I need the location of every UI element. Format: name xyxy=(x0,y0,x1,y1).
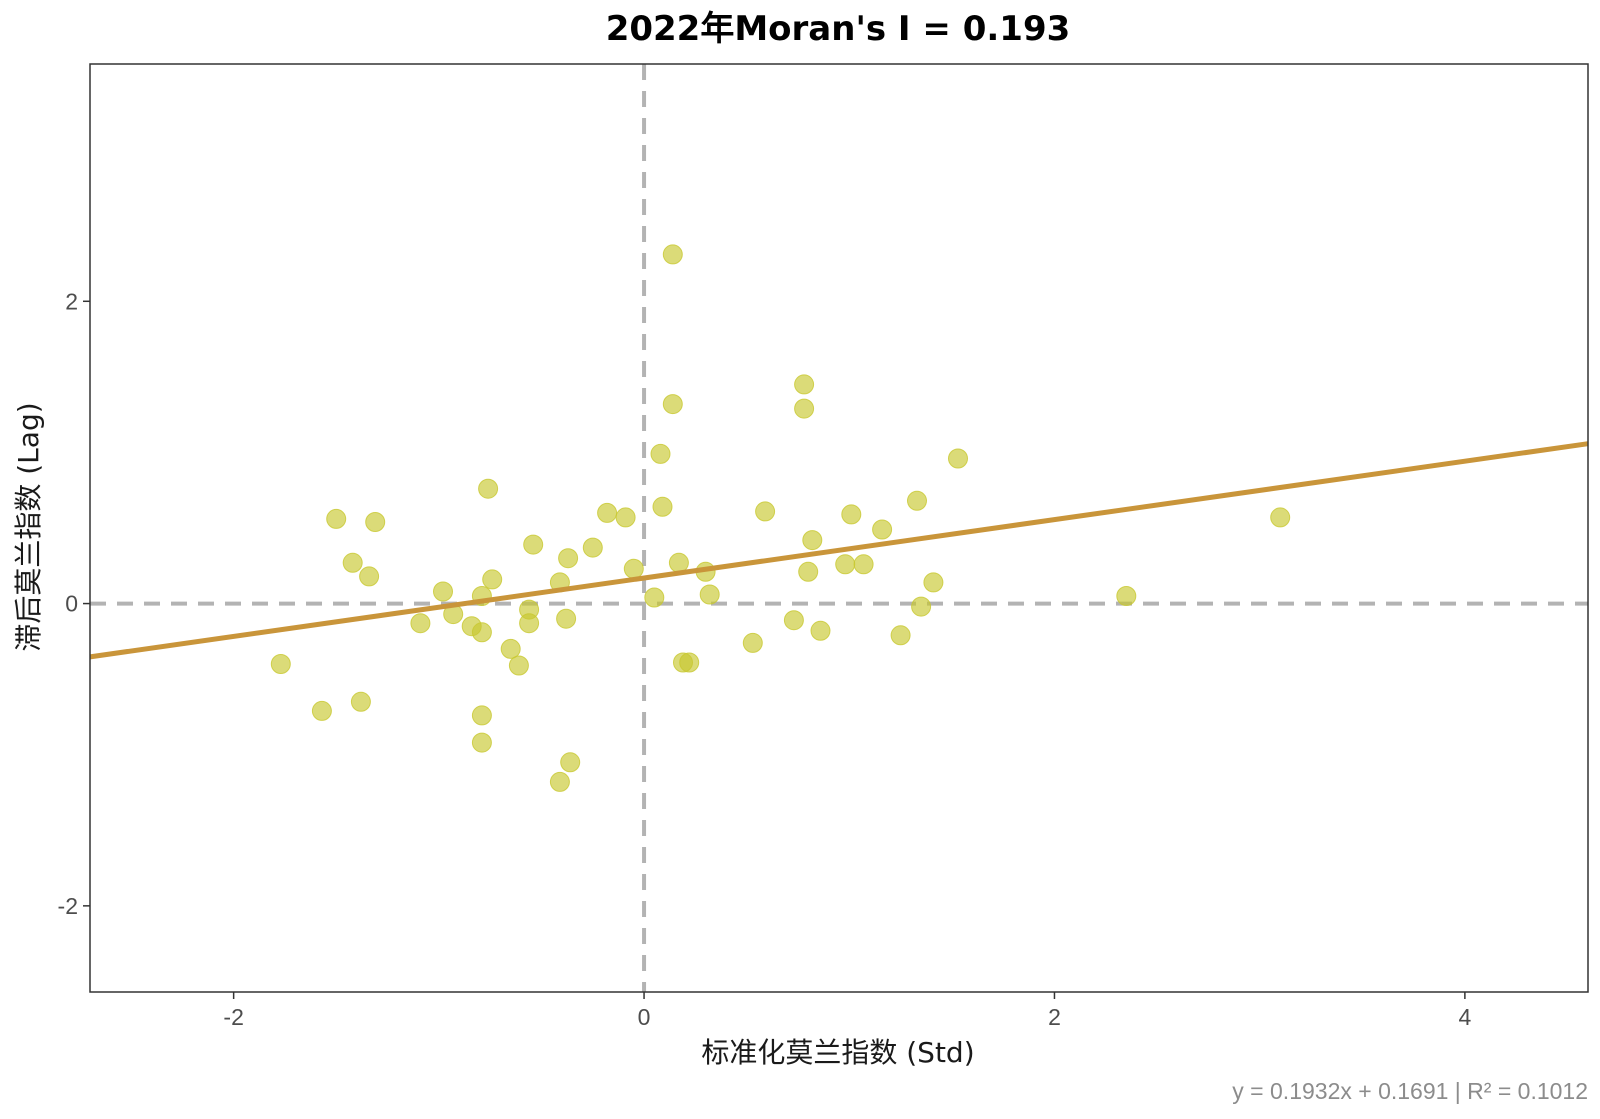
data-point xyxy=(359,566,380,587)
data-point xyxy=(644,587,665,608)
x-axis-title: 标准化莫兰指数 (Std) xyxy=(701,1036,974,1069)
plot-area xyxy=(89,63,1589,993)
y-axis-title: 滞后莫兰指数 (Lag) xyxy=(12,402,45,651)
data-point xyxy=(662,244,683,265)
data-point xyxy=(948,448,968,469)
data-point xyxy=(650,443,671,464)
data-point xyxy=(923,572,944,593)
data-point xyxy=(907,490,927,511)
data-point xyxy=(471,705,492,726)
data-point xyxy=(342,552,363,573)
data-point xyxy=(810,620,831,641)
data-point xyxy=(582,537,603,558)
data-point xyxy=(872,519,893,540)
data-point xyxy=(549,771,570,792)
regression-line xyxy=(89,441,1589,660)
data-point xyxy=(471,732,492,753)
points-layer xyxy=(270,244,1291,792)
x-axis: -2 0 2 4 xyxy=(223,992,1471,1030)
data-point xyxy=(802,530,823,551)
x-tick-label: 4 xyxy=(1458,1004,1471,1030)
data-point xyxy=(508,655,529,676)
data-point xyxy=(519,613,540,634)
data-point xyxy=(326,508,347,529)
regression-layer xyxy=(89,441,1589,660)
data-point xyxy=(679,652,700,673)
data-point xyxy=(471,622,492,643)
data-point xyxy=(311,700,332,721)
plot-frame xyxy=(89,63,1589,993)
data-point xyxy=(560,752,581,773)
data-point xyxy=(410,613,431,634)
data-point xyxy=(1270,507,1291,528)
y-axis: -2 0 2 xyxy=(58,288,90,919)
reference-lines xyxy=(90,64,1588,992)
y-tick-label: -2 xyxy=(58,893,78,919)
data-point xyxy=(890,625,911,646)
y-tick-label: 2 xyxy=(65,288,78,314)
x-tick-label: 2 xyxy=(1048,1004,1061,1030)
x-tick-label: 0 xyxy=(638,1004,651,1030)
data-point xyxy=(556,608,577,629)
data-point xyxy=(798,561,819,582)
y-tick-label: 0 xyxy=(65,591,78,617)
data-point xyxy=(794,398,815,419)
data-point xyxy=(668,552,689,573)
data-point xyxy=(365,512,386,532)
data-point xyxy=(350,691,371,712)
data-point xyxy=(500,638,521,659)
data-point xyxy=(558,548,579,569)
data-point xyxy=(755,501,776,522)
plot-background xyxy=(90,64,1588,992)
data-point xyxy=(911,596,932,617)
data-point xyxy=(699,584,720,605)
data-point xyxy=(662,394,683,415)
data-point xyxy=(615,507,636,528)
x-tick-label: -2 xyxy=(223,1004,243,1030)
data-point xyxy=(433,581,453,602)
data-point xyxy=(523,534,544,555)
data-point xyxy=(794,374,815,395)
data-point xyxy=(1116,586,1137,606)
data-point xyxy=(623,558,644,579)
data-point xyxy=(652,496,673,517)
data-point xyxy=(835,554,856,575)
data-point xyxy=(270,654,291,674)
data-point xyxy=(841,504,862,525)
regression-caption: y = 0.1932x + 0.1691 | R² = 0.1012 xyxy=(1232,1078,1588,1104)
data-point xyxy=(783,610,804,631)
chart-title: 2022年Moran's I = 0.193 xyxy=(606,9,1071,49)
data-point xyxy=(597,502,618,523)
data-point xyxy=(482,569,503,590)
data-point xyxy=(853,554,874,575)
data-point xyxy=(478,478,499,499)
data-point xyxy=(742,632,763,653)
